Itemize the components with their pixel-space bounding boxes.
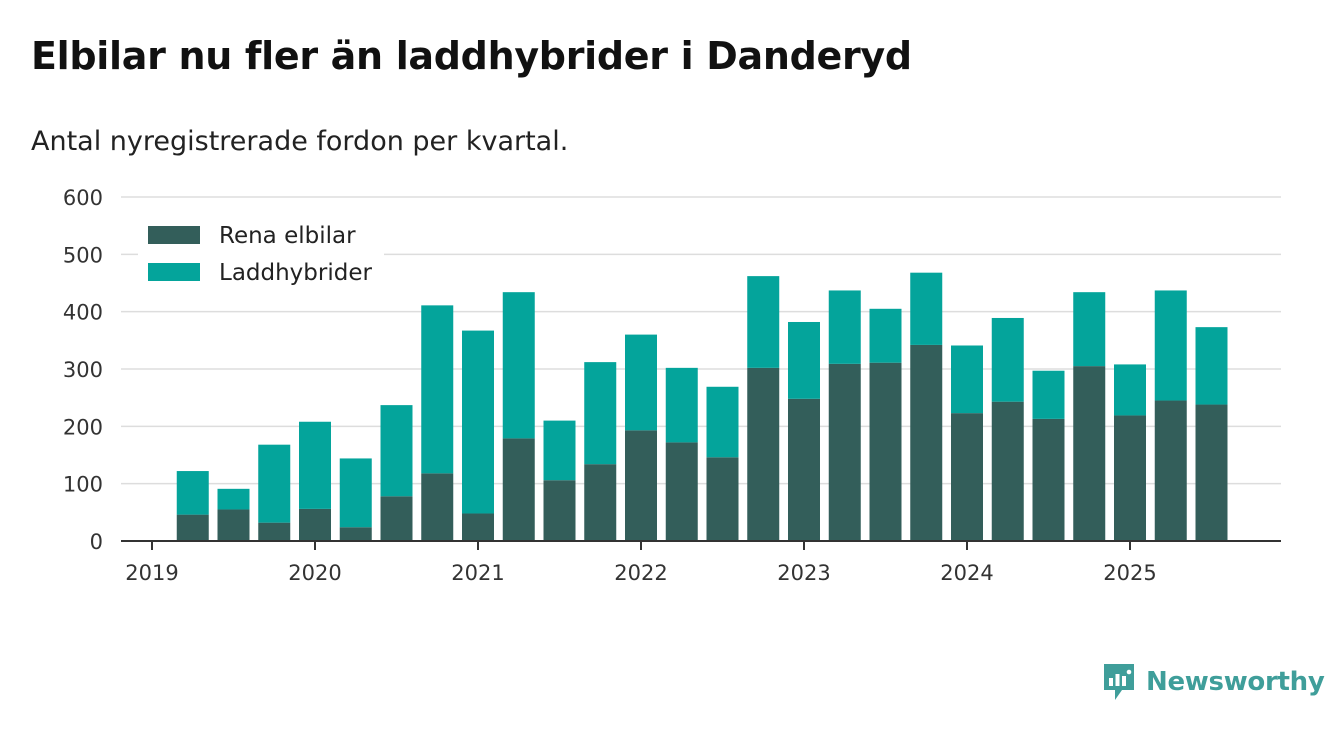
y-tick-label: 0 xyxy=(90,530,103,554)
bar-rena-elbilar xyxy=(462,513,494,541)
bar-laddhybrider xyxy=(828,290,861,364)
bar-rena-elbilar xyxy=(339,527,372,541)
bar-laddhybrider xyxy=(339,458,372,528)
bar-laddhybrider xyxy=(788,321,820,399)
brand-name: Newsworthy xyxy=(1146,667,1325,697)
legend-label-laddhybrider: Laddhybrider xyxy=(219,260,372,286)
bar-rena-elbilar xyxy=(1154,400,1187,541)
bar-laddhybrider xyxy=(665,367,698,443)
chart-title: Elbilar nu fler än laddhybrider i Dander… xyxy=(31,34,912,78)
legend-swatch-laddhybrider xyxy=(148,263,200,281)
y-tick-label: 300 xyxy=(63,358,103,382)
bar-rena-elbilar xyxy=(1073,366,1106,541)
x-tick-label: 2024 xyxy=(940,561,993,585)
y-tick-label: 500 xyxy=(63,243,103,267)
bar-rena-elbilar xyxy=(1114,415,1146,541)
bar-rena-elbilar xyxy=(706,457,739,541)
y-tick-labels: 0 100 200 300 400 500 600 xyxy=(63,186,103,554)
bar-rena-elbilar xyxy=(625,430,657,541)
bar-laddhybrider xyxy=(1073,292,1106,367)
bar-laddhybrider xyxy=(543,420,576,481)
bar-laddhybrider xyxy=(1154,290,1187,401)
bar-laddhybrider xyxy=(869,308,902,363)
bars xyxy=(176,272,1228,541)
bar-laddhybrider xyxy=(910,272,943,345)
bar-laddhybrider xyxy=(991,317,1024,402)
y-tick-label: 200 xyxy=(63,415,103,439)
bar-rena-elbilar xyxy=(584,464,617,541)
bar-rena-elbilar xyxy=(217,509,250,541)
bar-rena-elbilar xyxy=(1032,418,1065,541)
x-tick-label: 2020 xyxy=(288,561,341,585)
bar-rena-elbilar xyxy=(258,522,291,541)
x-tick-label: 2021 xyxy=(451,561,504,585)
bar-laddhybrider xyxy=(502,292,535,439)
bar-rena-elbilar xyxy=(502,438,535,541)
y-tick-label: 600 xyxy=(63,186,103,210)
legend: Rena elbilar Laddhybrider xyxy=(138,213,384,293)
bar-laddhybrider xyxy=(1032,370,1065,419)
bar-laddhybrider xyxy=(584,362,617,465)
x-tick-label: 2025 xyxy=(1103,561,1156,585)
bar-laddhybrider xyxy=(217,488,250,510)
bar-rena-elbilar xyxy=(543,480,576,541)
bar-laddhybrider xyxy=(747,276,780,368)
x-tick-label: 2023 xyxy=(777,561,830,585)
bar-rena-elbilar xyxy=(1195,404,1228,541)
bar-rena-elbilar xyxy=(665,442,698,541)
bar-laddhybrider xyxy=(176,471,209,515)
bar-rena-elbilar xyxy=(869,362,902,541)
bar-rena-elbilar xyxy=(910,344,943,541)
brand: Newsworthy xyxy=(1102,662,1325,702)
bar-laddhybrider xyxy=(951,345,983,414)
bar-rena-elbilar xyxy=(828,363,861,541)
bar-rena-elbilar xyxy=(380,496,413,541)
bar-laddhybrider xyxy=(380,405,413,497)
y-tick-label: 400 xyxy=(63,301,103,325)
bar-laddhybrider xyxy=(1114,364,1146,416)
legend-swatch-rena-elbilar xyxy=(148,226,200,244)
bar-laddhybrider xyxy=(706,386,739,458)
x-tick-label: 2022 xyxy=(614,561,667,585)
legend-label-rena-elbilar: Rena elbilar xyxy=(219,223,356,249)
bar-laddhybrider xyxy=(299,421,331,509)
x-tick-label: 2019 xyxy=(125,561,178,585)
bar-laddhybrider xyxy=(1195,327,1228,405)
bar-rena-elbilar xyxy=(176,514,209,541)
bar-laddhybrider xyxy=(625,334,657,431)
y-tick-label: 100 xyxy=(63,473,103,497)
bar-rena-elbilar xyxy=(421,473,454,541)
newsworthy-logo-icon xyxy=(1104,664,1134,700)
bar-rena-elbilar xyxy=(747,367,780,541)
x-tick-labels: 2019 2020 2021 2022 2023 2024 2025 xyxy=(125,541,1157,585)
bar-laddhybrider xyxy=(421,305,454,474)
bar-rena-elbilar xyxy=(299,508,331,541)
bar-rena-elbilar xyxy=(951,413,983,541)
bar-laddhybrider xyxy=(462,330,494,514)
bar-rena-elbilar xyxy=(788,398,820,541)
bar-laddhybrider xyxy=(258,444,291,523)
bar-rena-elbilar xyxy=(991,401,1024,541)
chart-subtitle: Antal nyregistrerade fordon per kvartal. xyxy=(31,126,569,157)
